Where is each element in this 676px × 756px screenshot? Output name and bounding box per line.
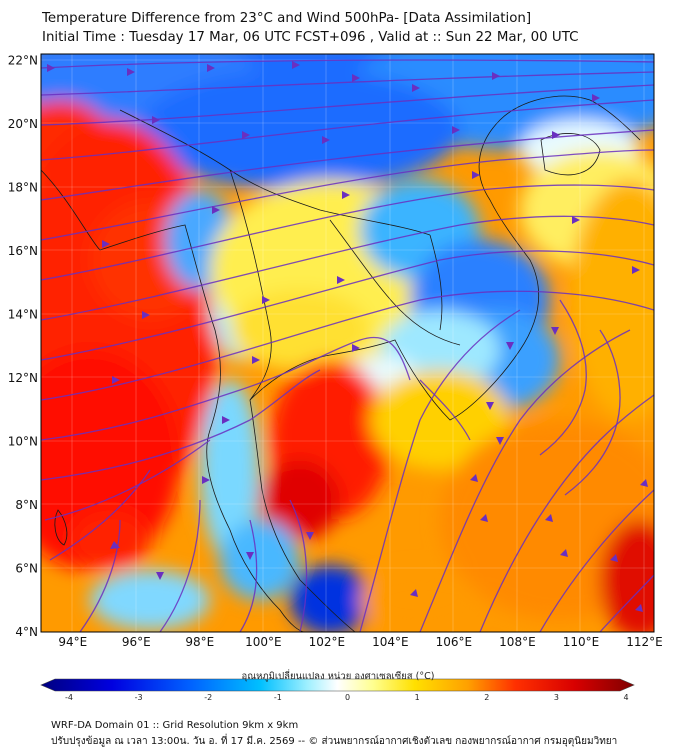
colorbar-tick: 3 xyxy=(554,693,559,702)
lon-label: 102°E xyxy=(309,635,346,649)
colorbar-tick: -4 xyxy=(65,693,73,702)
lat-label: 6°N xyxy=(15,561,38,575)
wind-arrowheads xyxy=(47,61,648,612)
lat-label: 16°N xyxy=(8,244,38,258)
lon-label: 112°E xyxy=(626,635,663,649)
lat-label: 14°N xyxy=(8,307,38,321)
temperature-field xyxy=(41,54,654,632)
coastlines xyxy=(41,95,641,632)
colorbar: -4 -3 -2 -1 0 1 2 3 4 xyxy=(40,678,635,702)
lon-label: 108°E xyxy=(499,635,536,649)
wind-streamlines xyxy=(41,59,654,632)
colorbar-tick: -3 xyxy=(135,693,143,702)
lon-label: 96°E xyxy=(122,635,151,649)
colorbar-tick: -2 xyxy=(204,693,212,702)
colorbar-tick: 2 xyxy=(484,693,489,702)
lat-label: 20°N xyxy=(8,117,38,131)
colorbar-title: อุณหภูมิเปลี่ยนแปลง หน่วย องศาเซลเซียส (… xyxy=(241,671,435,682)
lat-label: 8°N xyxy=(15,498,38,512)
lat-label: 12°N xyxy=(8,371,38,385)
colorbar-tick: 0 xyxy=(345,693,350,702)
lon-label: 106°E xyxy=(436,635,473,649)
longitude-labels: 94°E 96°E 98°E 100°E 102°E 104°E 106°E 108°E 110… xyxy=(58,635,662,649)
plot-frame xyxy=(40,53,655,633)
lat-label: 18°N xyxy=(8,180,38,194)
lon-label: 110°E xyxy=(563,635,600,649)
lon-label: 100°E xyxy=(245,635,282,649)
footer-credit: ปรับปรุงข้อมูล ณ เวลา 13:00น. วัน อ. ที่… xyxy=(51,736,618,747)
latitude-labels: 22°N 20°N 18°N 16°N 14°N 12°N 10°N 8°N 6°N 4°N xyxy=(8,53,38,639)
lat-label: 4°N xyxy=(15,625,38,639)
map-title: Temperature Difference from 23°C and Win… xyxy=(42,11,532,26)
lat-label: 22°N xyxy=(8,53,38,67)
map-subtitle: Initial Time : Tuesday 17 Mar, 06 UTC FC… xyxy=(42,30,579,45)
colorbar-tick: 4 xyxy=(623,693,628,702)
lon-label: 98°E xyxy=(185,635,214,649)
lon-label: 104°E xyxy=(372,635,409,649)
colorbar-tick: -1 xyxy=(274,693,282,702)
lon-label: 94°E xyxy=(58,635,87,649)
colorbar-tick: 1 xyxy=(415,693,420,702)
lat-label: 10°N xyxy=(8,434,38,448)
footer-resolution: WRF-DA Domain 01 :: Grid Resolution 9km … xyxy=(51,720,299,731)
